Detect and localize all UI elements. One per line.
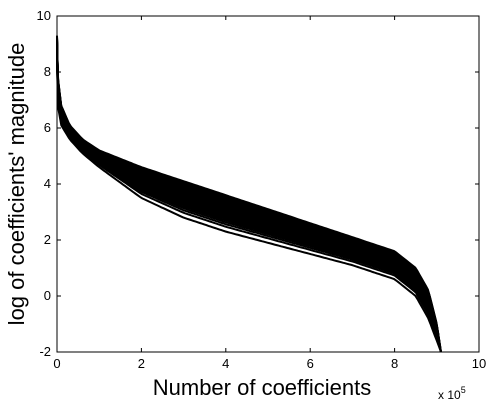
x-scale-label: x 105 xyxy=(438,385,466,402)
x-tick-label: 8 xyxy=(391,356,398,371)
series-line xyxy=(56,52,442,350)
x-axis: 0 2 4 6 8 10 xyxy=(53,16,486,371)
series-line xyxy=(56,39,441,343)
series-line xyxy=(56,43,440,339)
series-line xyxy=(56,36,442,347)
y-tick-label: 10 xyxy=(37,8,51,23)
series-line xyxy=(56,51,440,343)
series-line xyxy=(56,40,440,338)
series-line xyxy=(56,41,439,334)
x-tick-label: 4 xyxy=(222,356,229,371)
x-tick-label: 10 xyxy=(472,356,486,371)
series-line xyxy=(56,36,439,331)
plot-frame xyxy=(56,15,480,353)
y-axis: -2 0 2 4 6 8 10 xyxy=(37,8,479,359)
series-line xyxy=(56,46,442,353)
y-tick-label: 8 xyxy=(44,64,51,79)
series-line xyxy=(56,47,442,349)
series-line xyxy=(56,38,439,332)
x-axis-label: Number of coefficients xyxy=(153,375,371,400)
series-line xyxy=(56,45,441,344)
series-line xyxy=(56,42,442,353)
series-line xyxy=(56,50,442,353)
series-line xyxy=(56,37,440,337)
series-line xyxy=(56,44,442,348)
series-line xyxy=(56,44,439,336)
series-line xyxy=(56,42,441,343)
y-axis-label: log of coefficients' magnitude xyxy=(4,43,29,326)
series-line xyxy=(56,38,442,347)
y-tick-label: 6 xyxy=(44,120,51,135)
x-tick-label: 6 xyxy=(307,356,314,371)
series-line xyxy=(56,53,439,341)
y-tick-label: -2 xyxy=(39,344,51,359)
series-line xyxy=(56,49,441,346)
series-line xyxy=(56,46,440,341)
series-line xyxy=(56,48,439,338)
y-tick-label: 4 xyxy=(44,176,51,191)
series-line xyxy=(56,35,440,336)
x-scale-exponent: 5 xyxy=(461,385,466,395)
series-line xyxy=(56,54,441,347)
x-tick-label: 2 xyxy=(138,356,145,371)
series-group xyxy=(56,35,442,353)
series-line xyxy=(56,41,442,348)
series-line xyxy=(56,57,442,353)
series-line xyxy=(56,36,441,342)
x-scale-base: x 10 xyxy=(438,388,461,402)
series-line xyxy=(56,37,442,353)
series-line xyxy=(56,40,442,353)
y-tick-label: 0 xyxy=(44,288,51,303)
x-tick-label: 0 xyxy=(53,356,60,371)
y-tick-label: 2 xyxy=(44,232,51,247)
